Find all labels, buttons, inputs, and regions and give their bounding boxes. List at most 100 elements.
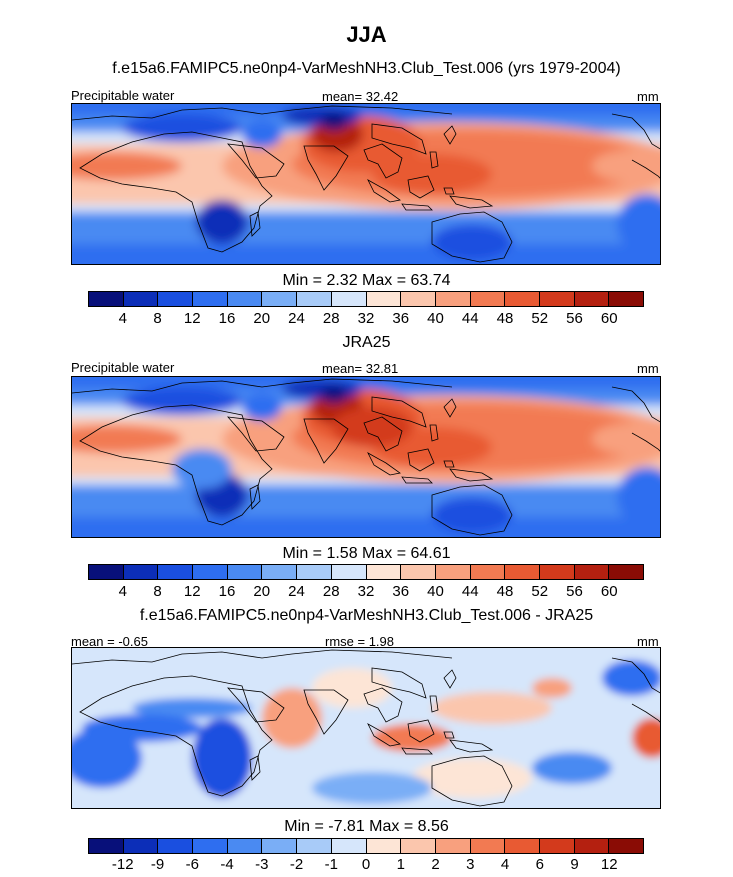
coastline: [249, 755, 261, 781]
coastline: [363, 416, 403, 452]
coastline: [249, 484, 261, 510]
colorbar-tick-label: 24: [288, 583, 305, 600]
colorbar-swatch: [470, 565, 506, 579]
main-title: JJA: [346, 22, 387, 47]
colorbar-tick-label: 48: [496, 583, 514, 600]
panel3-colorbar-ticks: -12 -9 -6 -4 -3 -2 -1 0 1 2 3 4 6 9 12: [88, 856, 644, 874]
coastline: [303, 689, 349, 735]
colorbar-swatch: [158, 839, 194, 853]
field-blob: [192, 718, 252, 798]
colorbar-swatch: [505, 839, 540, 853]
colorbar-tick-label: 40: [427, 583, 444, 600]
coastline: [611, 657, 660, 694]
field-blob: [196, 200, 248, 244]
colorbar-swatch: [574, 565, 610, 579]
field-band: [72, 377, 660, 389]
colorbar-swatch: [193, 839, 228, 853]
colorbar-tick-label: 36: [392, 583, 410, 600]
colorbar-swatch: [574, 839, 610, 853]
coastline: [79, 675, 273, 797]
coastline: [431, 755, 513, 807]
field-band: [72, 104, 660, 116]
colorbar-tick-label: -9: [150, 856, 165, 873]
panel2-title: JRA25: [342, 334, 391, 351]
panel1-colorbar: [88, 291, 644, 307]
panel2-units-label: mm: [637, 361, 659, 376]
colorbar-swatch: [505, 292, 540, 306]
colorbar-tick-label: 20: [253, 310, 271, 327]
panel3-title: f.e15a6.FAMIPC5.ne0np4-VarMeshNH3.Club_T…: [139, 607, 594, 624]
colorbar-swatch: [331, 565, 367, 579]
colorbar-tick-label: 4: [500, 856, 510, 873]
colorbar-tick-label: 4: [118, 583, 127, 600]
field-blob: [320, 387, 348, 403]
colorbar-swatch: [366, 292, 402, 306]
coastline: [363, 687, 403, 723]
colorbar-swatch: [401, 292, 436, 306]
colorbar-swatch: [262, 292, 298, 306]
field-blob: [312, 772, 432, 804]
colorbar-swatch: [123, 565, 159, 579]
coastline: [443, 125, 457, 145]
colorbar-tick-label: 8: [153, 583, 162, 600]
coastline: [429, 151, 455, 195]
coastline: [79, 404, 273, 526]
panel1-title: f.e15a6.FAMIPC5.ne0np4-VarMeshNH3.Club_T…: [112, 60, 621, 77]
colorbar-swatch: [123, 292, 159, 306]
colorbar-swatch: [262, 839, 298, 853]
coastline: [407, 448, 435, 472]
colorbar-tick-label: 16: [218, 583, 236, 600]
colorbar-swatch: [574, 292, 610, 306]
coastline: [249, 211, 261, 237]
colorbar-tick-label: 16: [218, 310, 236, 327]
coastline: [631, 432, 660, 452]
panel2-map: [71, 376, 661, 538]
colorbar-tick-label: 20: [253, 583, 271, 600]
field-blob: [532, 678, 572, 698]
colorbar-tick-label: 56: [566, 583, 583, 600]
coastline: [227, 143, 285, 179]
panel1-map: [71, 103, 661, 265]
coastline: [449, 195, 494, 209]
panel2-colorbar-ticks: 4 8 12 16 20 24 28 32 36 40 44 48 52 56 60: [88, 583, 644, 601]
field-blob: [617, 467, 660, 527]
field-blob: [320, 114, 348, 130]
colorbar-tick-label: -1: [324, 856, 338, 873]
colorbar-tick-label: 9: [570, 856, 579, 873]
colorbar-tick-label: -6: [185, 856, 199, 873]
field-blob: [412, 758, 532, 798]
field-blob: [312, 668, 392, 708]
field-blob: [122, 387, 242, 415]
coastline: [371, 396, 427, 428]
colorbar-swatch: [401, 839, 436, 853]
colorbar-swatch: [89, 565, 124, 579]
coastline: [72, 378, 453, 394]
colorbar-swatch: [227, 565, 263, 579]
colorbar-tick-label: 28: [322, 310, 340, 327]
field-band: [72, 244, 660, 264]
colorbar-tick-label: 40: [427, 310, 444, 327]
colorbar-swatch: [609, 839, 643, 853]
panel1-mean-label: mean= 32.42: [322, 89, 399, 104]
field-band: [72, 517, 660, 537]
colorbar-tick-label: 52: [531, 583, 549, 600]
coastline: [72, 649, 453, 665]
panel2-mean-label: mean= 32.81: [322, 361, 399, 376]
colorbar-swatch: [435, 292, 471, 306]
field-blob: [592, 150, 660, 182]
colorbar-tick-label: 48: [496, 310, 514, 327]
coastline: [407, 175, 435, 199]
colorbar-swatch: [193, 292, 228, 306]
colorbar-swatch: [609, 292, 643, 306]
panel1-minmax: Min = 2.32 Max = 63.74: [282, 272, 451, 289]
colorbar-tick-label: 24: [288, 310, 305, 327]
panel3-colorbar: [88, 838, 644, 854]
coastline: [631, 703, 660, 723]
colorbar-tick-label: -2: [289, 856, 304, 873]
colorbar-tick-label: -4: [220, 856, 234, 873]
coastline: [611, 113, 660, 150]
colorbar-swatch: [227, 839, 263, 853]
coastline: [631, 159, 660, 179]
colorbar-swatch: [539, 565, 575, 579]
colorbar-swatch: [609, 565, 643, 579]
